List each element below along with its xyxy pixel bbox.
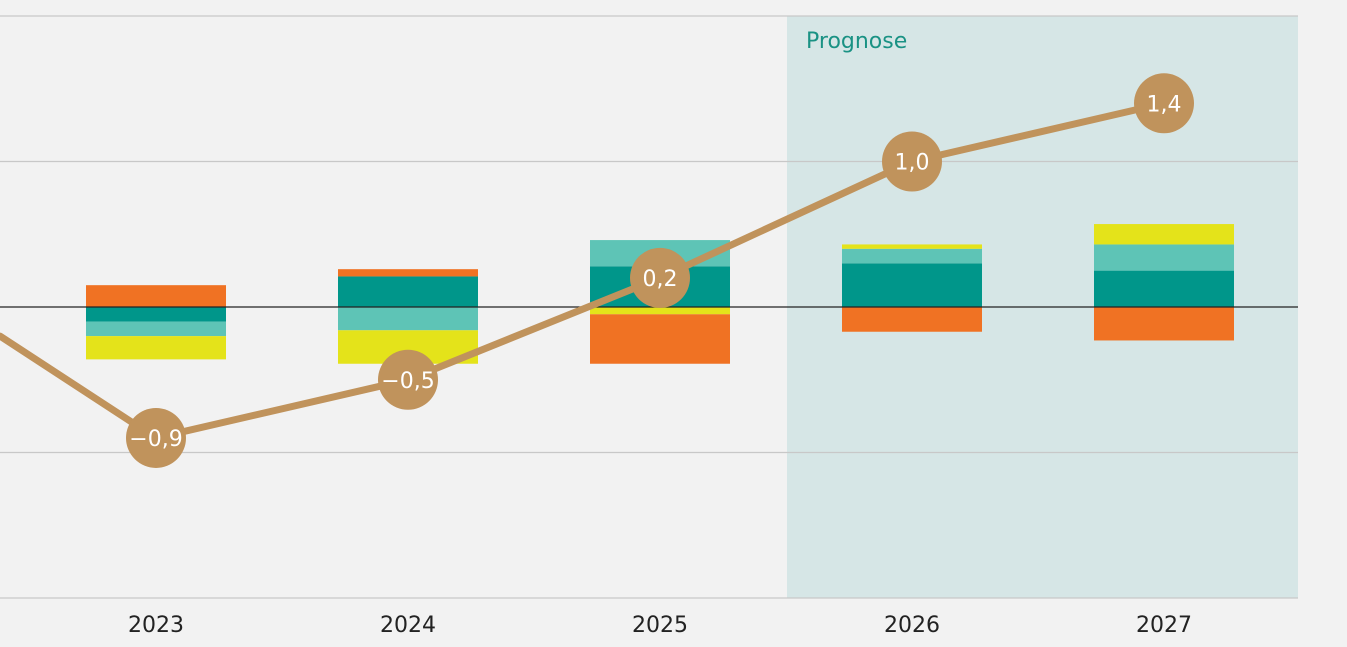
- bar-segment: [842, 248, 982, 264]
- forecast-label: Prognose: [806, 29, 907, 54]
- data-label: −0,9: [129, 427, 182, 452]
- line-point: [126, 407, 186, 468]
- data-label: 1,0: [895, 151, 930, 176]
- line-series: −0,9 −0,5 0,2 1,0 1,4: [0, 73, 1194, 468]
- bar-segment: [842, 307, 982, 332]
- data-label: −0,5: [381, 369, 434, 394]
- bar-segment: [1094, 270, 1234, 307]
- bar-segment: [842, 244, 982, 249]
- bar-segment: [338, 269, 478, 277]
- bar-segment: [1094, 224, 1234, 245]
- bar-segment: [86, 321, 226, 337]
- bar-segment: [1094, 307, 1234, 341]
- line-point: [378, 349, 438, 410]
- bar-segment: [590, 314, 730, 364]
- bar-segment: [590, 307, 730, 315]
- line-point: [630, 247, 690, 308]
- bar-segment: [86, 336, 226, 360]
- bar-segment: [842, 263, 982, 307]
- bar-segment: [1094, 244, 1234, 271]
- bar-segment: [338, 276, 478, 307]
- line-path: [0, 99, 1168, 442]
- bar-segment: [338, 307, 478, 331]
- x-tick-label: 2025: [632, 613, 688, 638]
- gridlines: [0, 15, 1298, 599]
- line-point: [1134, 73, 1194, 134]
- line-point: [882, 131, 942, 192]
- bar-segment: [86, 307, 226, 322]
- x-tick-label: 2023: [128, 613, 184, 638]
- x-tick-label: 2026: [884, 613, 940, 638]
- bar-segment: [86, 285, 226, 307]
- x-axis-tick-labels: 2023 2024 2025 2026 2027: [128, 613, 1192, 638]
- data-label: 1,4: [1147, 92, 1182, 117]
- x-tick-label: 2024: [380, 613, 436, 638]
- data-label: 0,2: [643, 267, 678, 292]
- x-tick-label: 2027: [1136, 613, 1192, 638]
